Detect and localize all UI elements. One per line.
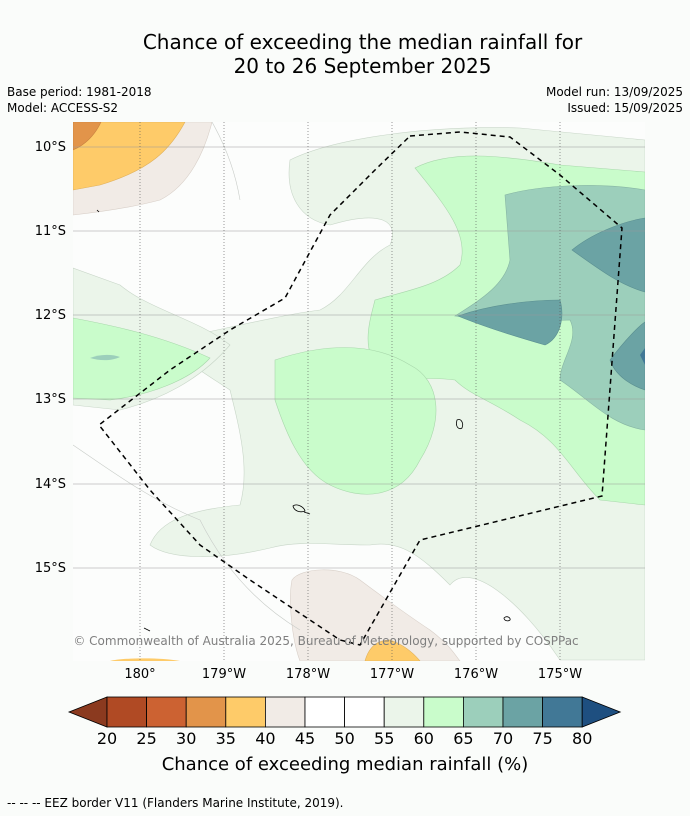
colorbar-box <box>462 696 504 728</box>
contour-75-80-east-lower <box>457 299 563 346</box>
colorbar-tick-label: 50 <box>334 729 354 748</box>
colorbar-box <box>146 696 187 728</box>
colorbar-box <box>264 696 306 728</box>
contour-75-80-small-west <box>90 354 120 361</box>
gridlines <box>73 122 645 661</box>
colorbar-ticks: 20 25 30 35 40 45 50 55 60 65 70 75 80 <box>97 729 593 748</box>
model-run: Model run: 13/09/2025 <box>545 85 683 99</box>
issued-date: Issued: 15/09/2025 <box>567 101 683 115</box>
lat-label-15S: 15°S <box>35 561 66 576</box>
colorbar-extend-high <box>581 696 622 728</box>
colorbar-tick-label: 60 <box>414 729 434 748</box>
colorbar-tick-label: 20 <box>97 729 117 748</box>
colorbar-box <box>304 696 345 728</box>
lat-label-13S: 13°S <box>35 392 66 407</box>
island-north <box>96 209 100 213</box>
lon-label-180: 180° <box>124 667 155 682</box>
contour-65-70-west <box>73 317 211 401</box>
islands <box>96 209 511 632</box>
colorbar <box>67 696 622 728</box>
island-center <box>292 504 306 513</box>
colorbar-box <box>106 696 147 728</box>
colorbar-tick-label: 55 <box>374 729 394 748</box>
colorbar-tick-label: 30 <box>176 729 196 748</box>
lon-label-175W: 175°W <box>538 667 582 682</box>
base-period: Base period: 1981-2018 <box>7 85 152 99</box>
island-east <box>456 419 464 429</box>
colorbar-tick-label: 25 <box>136 729 156 748</box>
map-plot-area: © Commonwealth of Australia 2025, Bureau… <box>73 122 645 661</box>
colorbar-tick-label: 40 <box>255 729 275 748</box>
title-line-1: Chance of exceeding the median rainfall … <box>142 30 583 54</box>
contour-35-40-south <box>364 639 421 661</box>
colorbar-tick-label: 80 <box>572 729 592 748</box>
colorbar-box <box>502 696 543 728</box>
lat-label-11S: 11°S <box>35 224 66 239</box>
meta-left: Base period: 1981-2018 Model: ACCESS-S2 <box>7 84 152 116</box>
contour-75-80-east <box>571 217 645 293</box>
lat-labels: 10°S 11°S 12°S 13°S 14°S 15°S <box>35 140 66 576</box>
colorbar-box <box>344 696 385 728</box>
colorbar-tick-label: 65 <box>453 729 473 748</box>
lon-label-178W: 178°W <box>286 667 330 682</box>
island-southwest <box>143 627 151 632</box>
rainfall-map: © Commonwealth of Australia 2025, Bureau… <box>35 122 645 775</box>
lon-label-177W: 177°W <box>370 667 414 682</box>
lat-label-10S: 10°S <box>35 140 66 155</box>
lat-label-14S: 14°S <box>35 477 66 492</box>
model-name: Model: ACCESS-S2 <box>7 101 119 115</box>
contour-80-plus-edge <box>640 348 645 365</box>
colorbar-box <box>423 696 464 728</box>
contour-35-40-south-left <box>110 658 180 661</box>
eez-border <box>97 131 623 646</box>
eez-footnote: -- -- -- EEZ border V11 (Flanders Marine… <box>7 796 344 810</box>
chart-title: Chance of exceeding the median rainfall … <box>0 30 690 78</box>
colorbar-tick-label: 75 <box>532 729 552 748</box>
lon-label-176W: 176°W <box>454 667 498 682</box>
contour-30-35-north <box>73 122 102 151</box>
colorbar-tick-label: 35 <box>216 729 236 748</box>
lat-label-12S: 12°S <box>35 308 66 323</box>
contour-75-80-edge <box>609 321 645 391</box>
colorbar-label: Chance of exceeding median rainfall (%) <box>162 754 529 775</box>
colorbar-box <box>383 696 425 728</box>
contour-35-40-north <box>73 122 186 191</box>
contour-65-70-center <box>274 347 437 495</box>
contour-line-north <box>211 122 241 201</box>
title-line-2: 20 to 26 September 2025 <box>233 54 492 78</box>
colorbar-box <box>225 696 266 728</box>
colorbar-tick-label: 45 <box>295 729 315 748</box>
lon-labels: 180° 179°W 178°W 177°W 176°W 175°W <box>124 667 582 682</box>
colorbar-box <box>542 696 583 728</box>
island-center-2 <box>303 511 311 515</box>
contour-fills <box>73 122 645 661</box>
map-copyright: © Commonwealth of Australia 2025, Bureau… <box>73 634 578 648</box>
colorbar-tick-label: 70 <box>493 729 513 748</box>
contour-line-west <box>73 444 301 631</box>
contour-40-45-south <box>290 569 461 661</box>
colorbar-box <box>185 696 227 728</box>
meta-right: Model run: 13/09/2025 Issued: 15/09/2025 <box>546 84 683 116</box>
lon-label-179W: 179°W <box>202 667 246 682</box>
island-south <box>503 616 511 622</box>
colorbar-extend-low <box>67 696 108 728</box>
